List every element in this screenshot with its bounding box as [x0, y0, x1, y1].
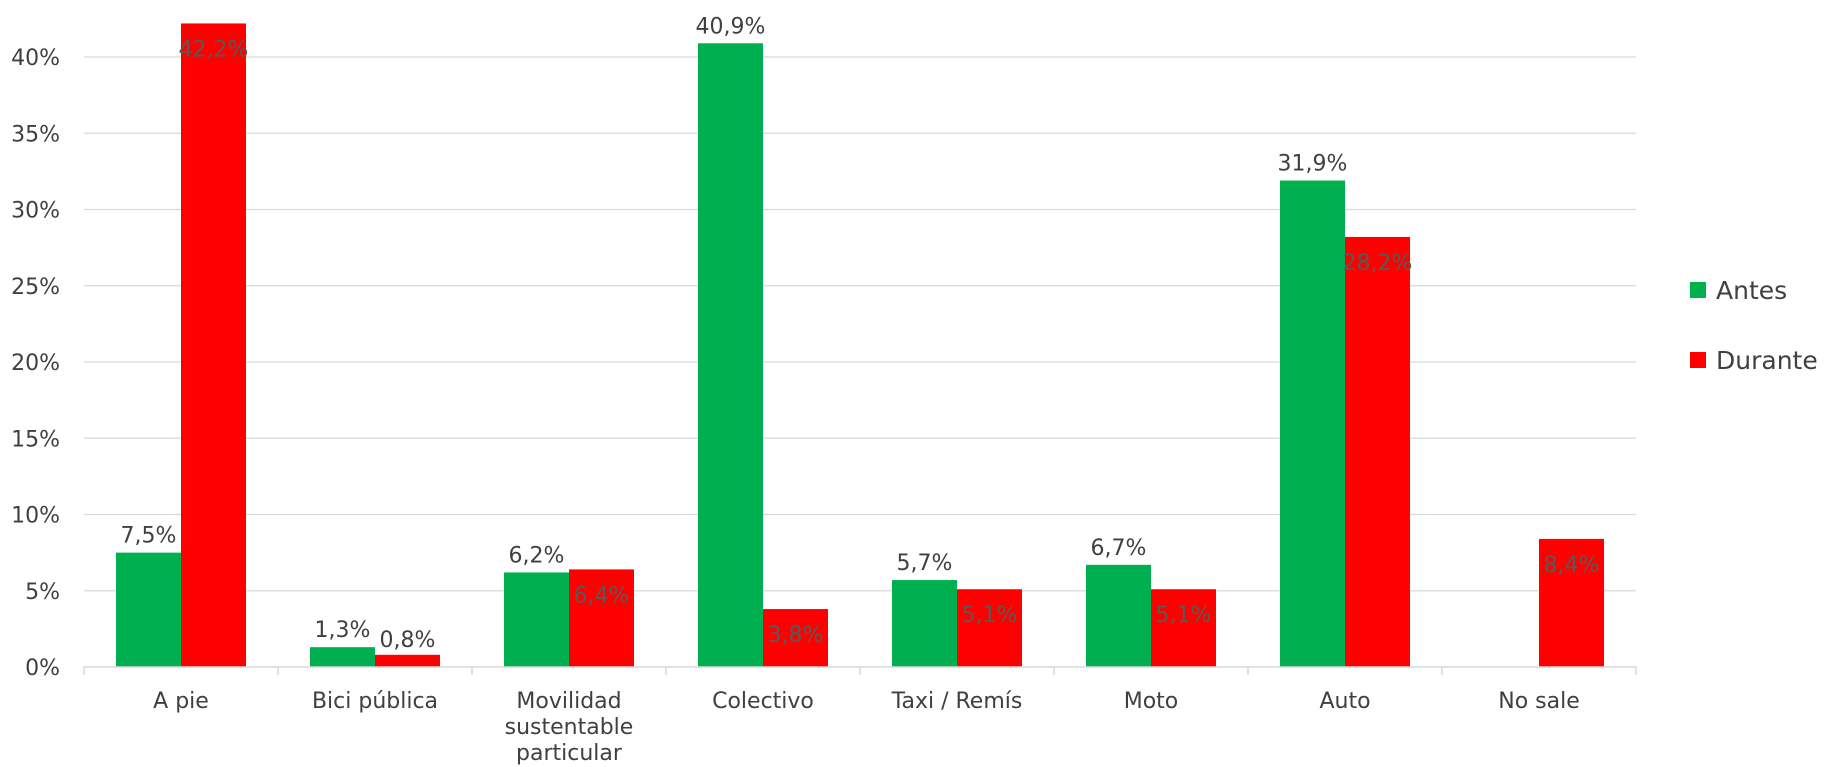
- bar-antes: [310, 647, 375, 667]
- y-tick-label: 35%: [11, 122, 60, 147]
- data-label: 6,4%: [574, 583, 630, 608]
- bar-antes: [1086, 564, 1151, 667]
- bar-antes: [892, 580, 957, 667]
- category-label: No sale: [1498, 689, 1580, 714]
- bar-durante: [375, 654, 440, 667]
- y-tick-label: 30%: [11, 199, 60, 224]
- data-label: 7,5%: [121, 524, 177, 549]
- bar-durante: [1345, 236, 1410, 667]
- bar-durante: [1151, 589, 1216, 667]
- category-label: A pie: [153, 689, 209, 714]
- data-label: 42,2%: [179, 37, 249, 62]
- bar-durante: [763, 609, 828, 667]
- data-label: 28,2%: [1343, 251, 1413, 276]
- legend: Antes Durante: [1690, 276, 1818, 375]
- bar-antes: [698, 43, 763, 667]
- bar-durante: [181, 23, 246, 667]
- legend-swatch: [1690, 282, 1706, 298]
- bar-durante: [1539, 538, 1604, 667]
- data-label: 5,7%: [897, 551, 953, 576]
- y-tick-label: 0%: [25, 656, 60, 681]
- x-axis: A pie Bici pública Movilidad sustentable par…: [83, 666, 1637, 766]
- grid-lines: [84, 56, 1636, 592]
- data-label: 6,2%: [509, 543, 565, 568]
- data-label: 5,1%: [962, 603, 1018, 628]
- data-label: 8,4%: [1544, 553, 1600, 578]
- legend-swatch: [1690, 352, 1706, 368]
- bar-durante: [569, 569, 634, 667]
- y-tick-label: 5%: [25, 580, 60, 605]
- y-tick-label: 40%: [11, 46, 60, 71]
- data-label: 5,1%: [1156, 603, 1212, 628]
- y-tick-label: 25%: [11, 275, 60, 300]
- legend-label: Antes: [1716, 276, 1787, 305]
- data-label: 40,9%: [696, 14, 766, 39]
- bars: [116, 23, 1604, 667]
- legend-item-antes: Antes: [1690, 276, 1787, 305]
- legend-label: Durante: [1716, 346, 1818, 375]
- category-label: Moto: [1124, 689, 1179, 714]
- bar-antes: [504, 572, 569, 667]
- data-label: 3,8%: [768, 623, 824, 648]
- data-label: 6,7%: [1091, 536, 1147, 561]
- y-tick-label: 20%: [11, 351, 60, 376]
- legend-item-durante: Durante: [1690, 346, 1818, 375]
- category-label: Auto: [1319, 689, 1370, 714]
- data-label: 0,8%: [380, 628, 436, 653]
- bar-antes: [1280, 180, 1345, 667]
- category-label: Taxi / Remís: [891, 689, 1023, 714]
- bar-antes: [116, 552, 181, 667]
- category-label: Movilidad sustentable particular: [505, 689, 634, 766]
- y-tick-label: 10%: [11, 504, 60, 529]
- data-labels: 7,5% 1,3% 6,2% 40,9% 5,7% 6,7% 31,9% 42,2% 0,8% 6…: [121, 14, 1600, 653]
- category-label: Bici pública: [312, 689, 438, 714]
- category-label: Colectivo: [712, 689, 814, 714]
- y-tick-label: 15%: [11, 427, 60, 452]
- data-label: 31,9%: [1278, 152, 1348, 177]
- bar-durante: [957, 589, 1022, 667]
- data-label: 1,3%: [315, 618, 371, 643]
- y-axis-ticks: 0% 5% 10% 15% 20% 25% 30% 35% 40%: [11, 46, 60, 681]
